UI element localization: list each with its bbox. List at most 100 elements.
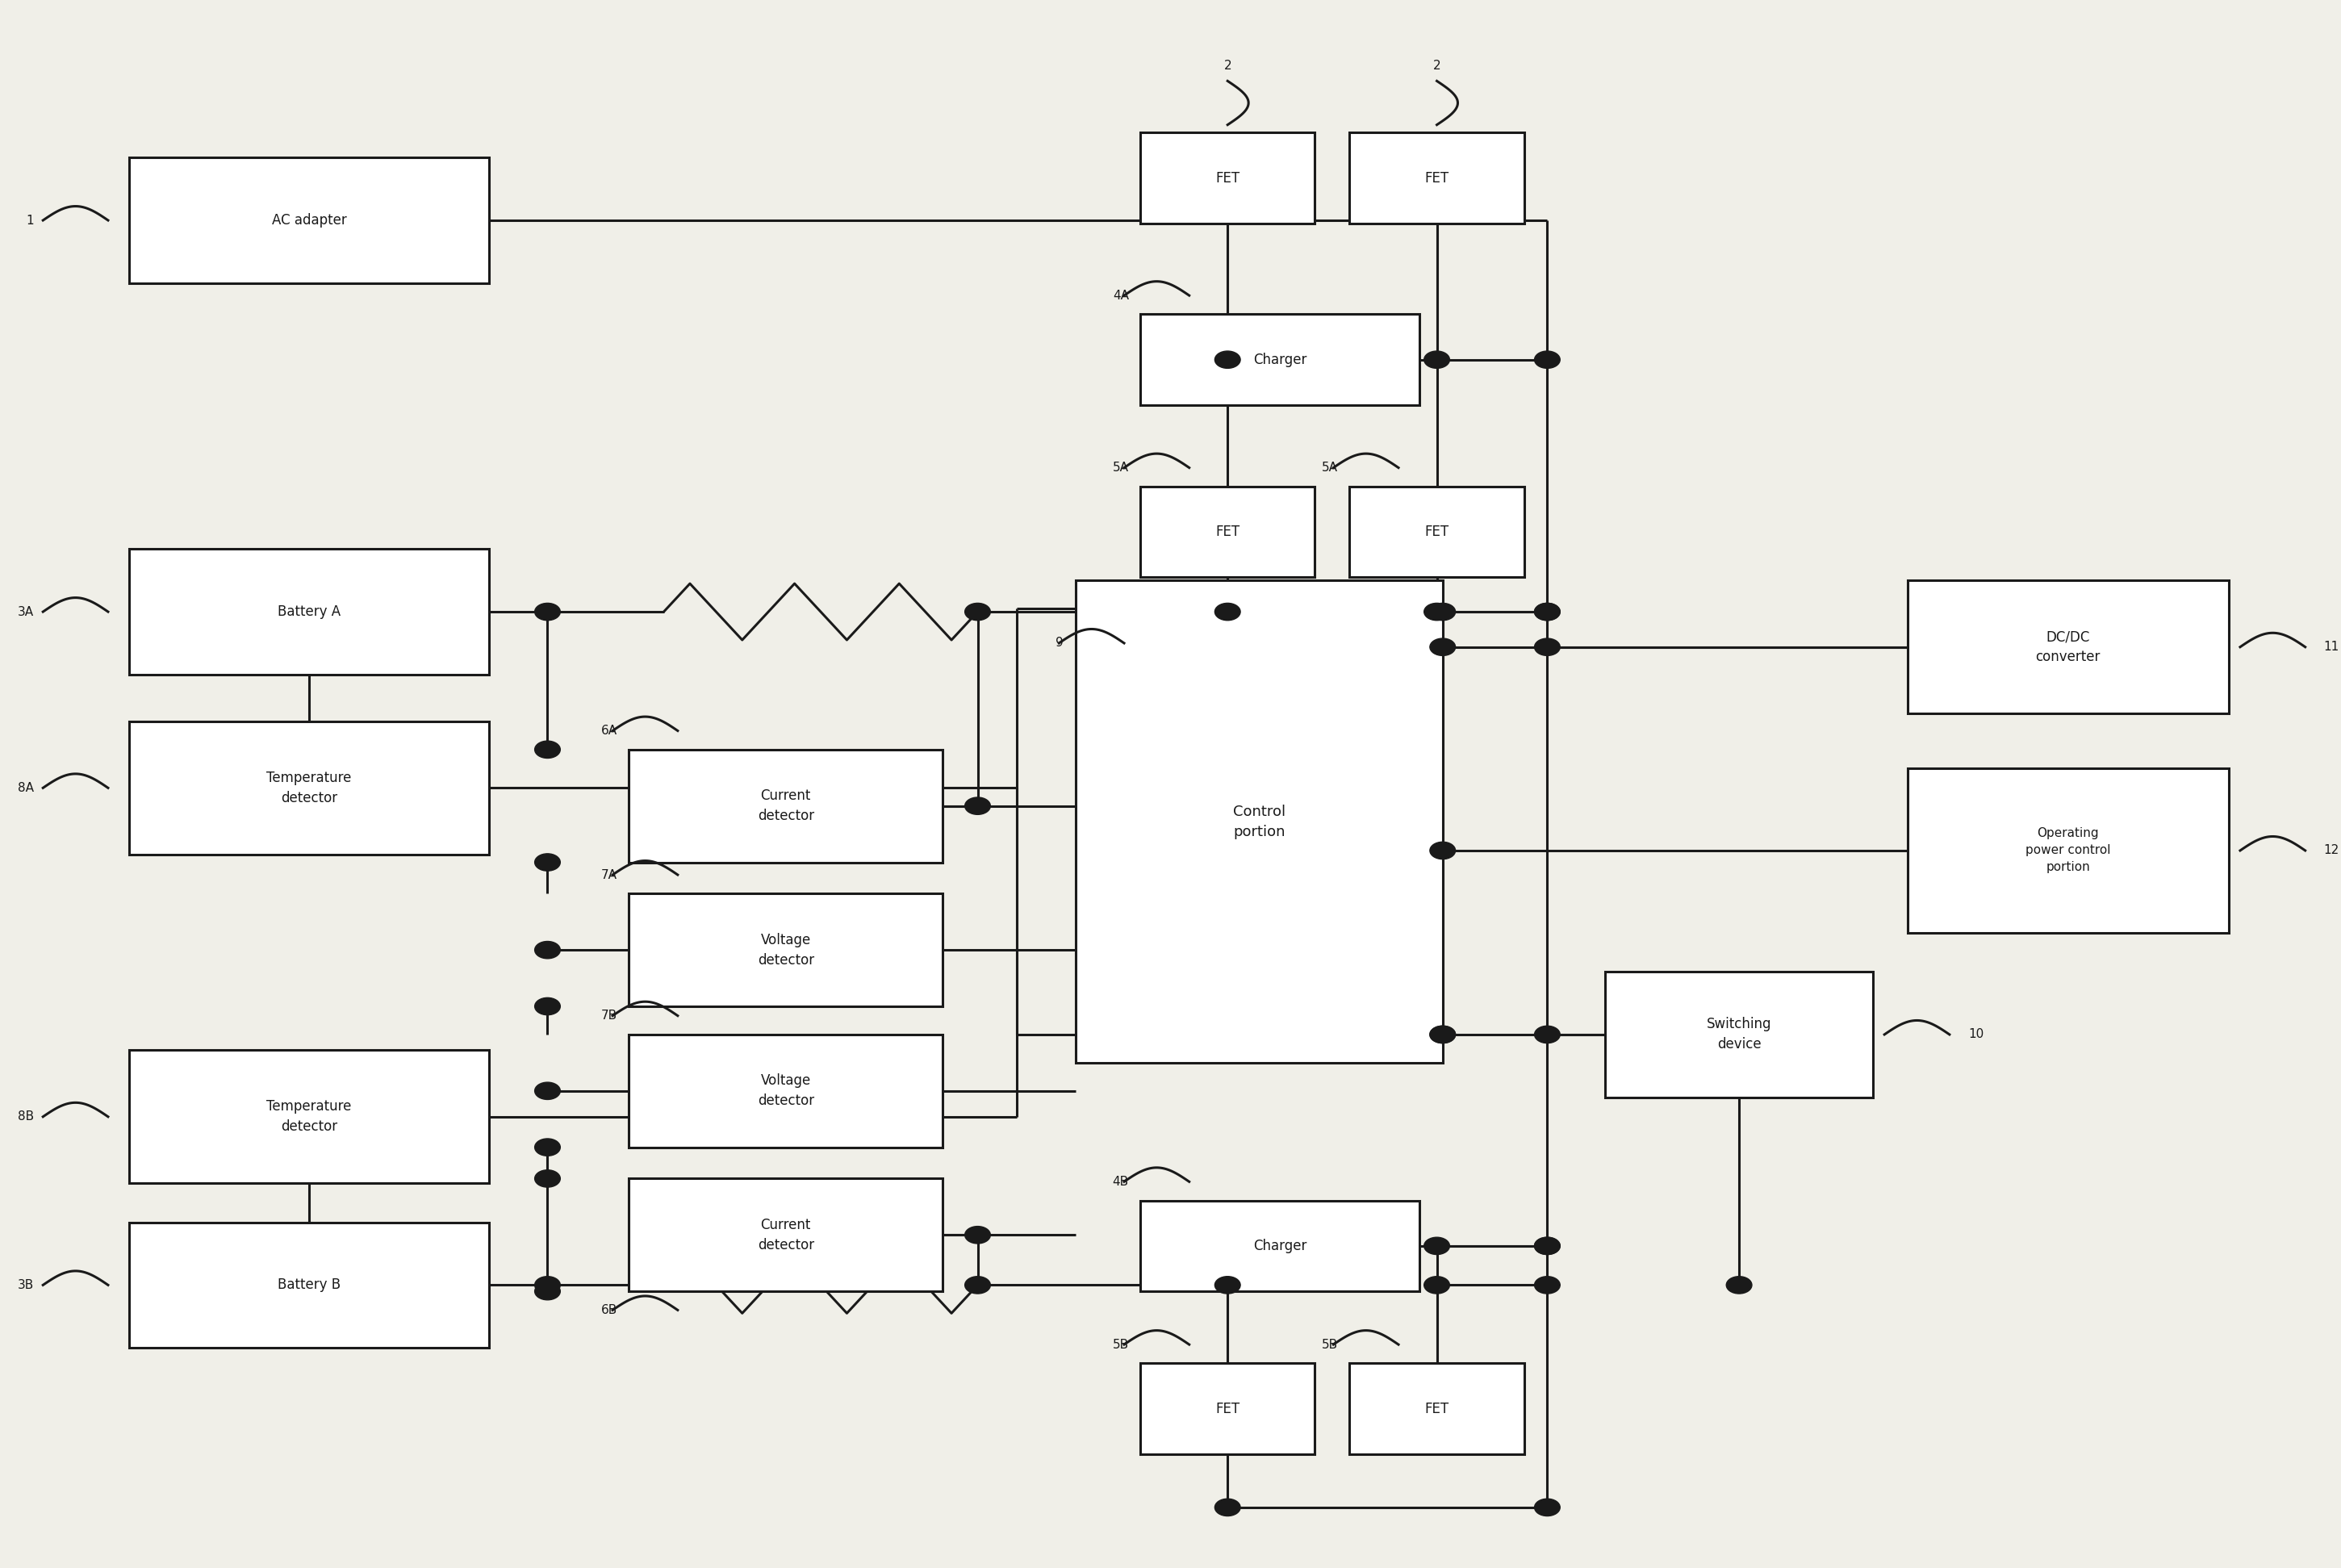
Bar <box>129 1051 489 1184</box>
Circle shape <box>1533 1499 1559 1516</box>
Text: Current
detector: Current detector <box>758 789 815 823</box>
Circle shape <box>1423 604 1449 621</box>
Circle shape <box>1423 351 1449 368</box>
Text: FET: FET <box>1215 1402 1241 1416</box>
Bar <box>1140 486 1316 577</box>
Text: Operating
power control
portion: Operating power control portion <box>2025 828 2112 873</box>
Circle shape <box>1215 1499 1241 1516</box>
Text: Temperature
detector: Temperature detector <box>267 1099 351 1134</box>
Bar <box>1140 1201 1419 1292</box>
Circle shape <box>1423 1237 1449 1254</box>
Circle shape <box>1533 604 1559 621</box>
Text: FET: FET <box>1426 525 1449 539</box>
Text: Voltage
detector: Voltage detector <box>758 933 815 967</box>
Text: 6B: 6B <box>602 1305 618 1316</box>
Text: Charger: Charger <box>1252 1239 1306 1253</box>
Text: 5A: 5A <box>1112 461 1128 474</box>
Circle shape <box>534 997 559 1014</box>
Bar <box>630 750 943 862</box>
Text: 9: 9 <box>1056 637 1063 649</box>
Circle shape <box>964 1226 990 1243</box>
Bar <box>129 158 489 282</box>
Bar <box>129 1223 489 1347</box>
Text: 7A: 7A <box>602 869 618 881</box>
Circle shape <box>1533 1237 1559 1254</box>
Circle shape <box>1430 1025 1456 1043</box>
Circle shape <box>534 604 559 621</box>
Bar <box>1351 486 1524 577</box>
Bar <box>1908 768 2229 933</box>
Bar <box>630 1035 943 1148</box>
Circle shape <box>1215 604 1241 621</box>
Circle shape <box>1725 1276 1751 1294</box>
Text: 1: 1 <box>26 215 33 226</box>
Text: 3B: 3B <box>16 1279 33 1290</box>
Bar <box>1351 1363 1524 1454</box>
Text: Switching
device: Switching device <box>1707 1018 1772 1052</box>
Circle shape <box>1533 1025 1559 1043</box>
Bar <box>630 894 943 1007</box>
Circle shape <box>964 1276 990 1294</box>
Text: 4A: 4A <box>1112 290 1128 301</box>
Text: 7B: 7B <box>602 1010 618 1022</box>
Circle shape <box>534 853 559 870</box>
Circle shape <box>534 1170 559 1187</box>
Circle shape <box>1423 1276 1449 1294</box>
Circle shape <box>964 604 990 621</box>
Text: 6A: 6A <box>602 724 618 737</box>
Circle shape <box>534 742 559 759</box>
Circle shape <box>1215 1276 1241 1294</box>
Text: 8B: 8B <box>16 1110 33 1123</box>
Text: AC adapter: AC adapter <box>272 213 346 227</box>
Circle shape <box>534 1283 559 1300</box>
Text: Control
portion: Control portion <box>1234 804 1285 839</box>
Text: Temperature
detector: Temperature detector <box>267 770 351 806</box>
Circle shape <box>1430 604 1456 621</box>
Text: FET: FET <box>1426 1402 1449 1416</box>
Bar <box>129 549 489 674</box>
Text: 2: 2 <box>1433 60 1440 72</box>
Circle shape <box>1533 604 1559 621</box>
Circle shape <box>1430 638 1456 655</box>
Text: 10: 10 <box>1969 1029 1983 1041</box>
Text: DC/DC
converter: DC/DC converter <box>2037 630 2100 665</box>
Text: FET: FET <box>1215 171 1241 185</box>
Bar <box>1908 580 2229 713</box>
Bar <box>1606 972 1873 1098</box>
Circle shape <box>1430 842 1456 859</box>
Circle shape <box>1215 351 1241 368</box>
Text: Current
detector: Current detector <box>758 1218 815 1253</box>
Text: Battery A: Battery A <box>279 605 342 619</box>
Circle shape <box>534 1138 559 1156</box>
Circle shape <box>1533 1237 1559 1254</box>
Circle shape <box>534 941 559 958</box>
Circle shape <box>534 1276 559 1294</box>
Text: 5B: 5B <box>1112 1339 1128 1350</box>
Text: Charger: Charger <box>1252 353 1306 367</box>
Text: 5B: 5B <box>1323 1339 1339 1350</box>
Bar <box>129 721 489 855</box>
Circle shape <box>1533 351 1559 368</box>
Text: FET: FET <box>1215 525 1241 539</box>
Text: 11: 11 <box>2325 641 2339 652</box>
Text: 4B: 4B <box>1112 1176 1128 1187</box>
Text: FET: FET <box>1426 171 1449 185</box>
Circle shape <box>964 797 990 814</box>
Text: 12: 12 <box>2325 845 2339 856</box>
Circle shape <box>1533 1276 1559 1294</box>
Bar <box>1140 133 1316 224</box>
Bar <box>1140 1363 1316 1454</box>
Bar <box>1075 580 1442 1063</box>
Circle shape <box>534 1082 559 1099</box>
Bar <box>1351 133 1524 224</box>
Bar <box>630 1179 943 1292</box>
Bar <box>1140 314 1419 405</box>
Circle shape <box>1533 638 1559 655</box>
Circle shape <box>1430 1025 1456 1043</box>
Text: 8A: 8A <box>16 782 33 793</box>
Text: Voltage
detector: Voltage detector <box>758 1074 815 1109</box>
Text: Battery B: Battery B <box>279 1278 342 1292</box>
Text: 2: 2 <box>1224 60 1231 72</box>
Text: 3A: 3A <box>16 605 33 618</box>
Text: 5A: 5A <box>1323 461 1339 474</box>
